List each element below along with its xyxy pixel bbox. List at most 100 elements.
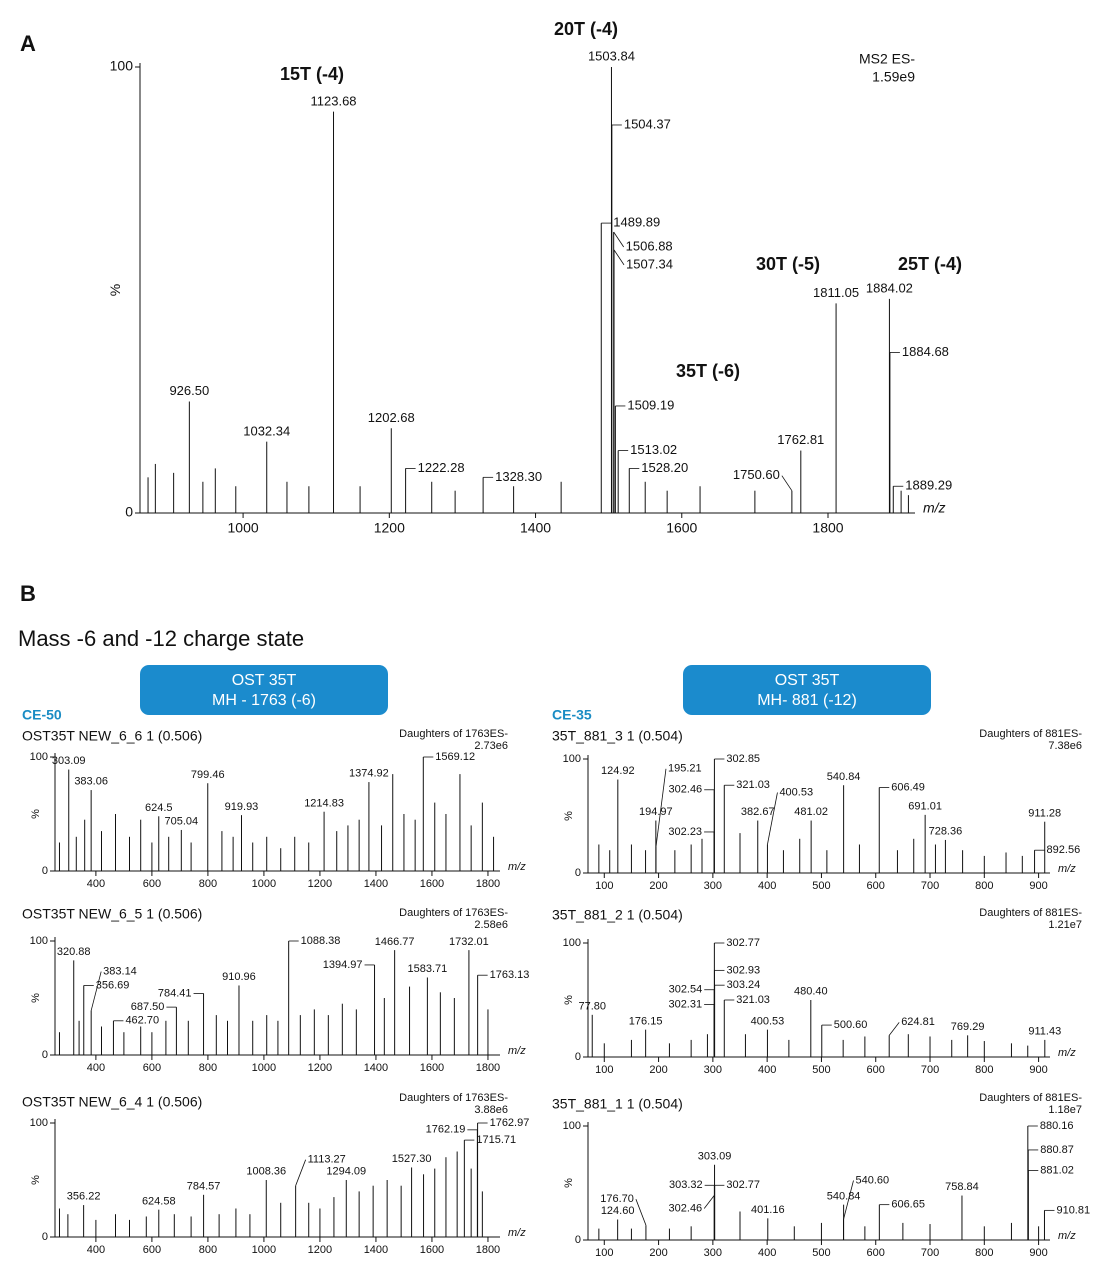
peak-label: 462.70: [125, 1015, 159, 1027]
peak-label: 302.93: [726, 964, 760, 976]
peak-label: 195.21: [668, 763, 702, 775]
leader-line: [635, 1199, 647, 1226]
y-tick-label: 0: [575, 1234, 581, 1246]
spectrum-info: 7.38e6: [1048, 740, 1082, 752]
peak-label: 320.88: [57, 946, 91, 958]
y-tick-label: 100: [563, 1120, 581, 1132]
spectrum-info: Daughters of 881ES-: [979, 1092, 1082, 1104]
peak-label: 881.02: [1040, 1164, 1074, 1176]
peak-label: 400.53: [751, 1015, 785, 1027]
spectrum-info: Daughters of 1763ES-: [399, 728, 508, 740]
peak-label: 302.46: [669, 1202, 703, 1214]
x-axis-label: m/z: [508, 1227, 526, 1239]
x-tick-label: 1400: [364, 878, 388, 890]
peak-label: 606.65: [891, 1199, 925, 1211]
peak-label: 540.84: [827, 1190, 861, 1202]
peak-label: 383.06: [74, 776, 108, 788]
group-header: MH - 1763 (-6): [212, 692, 316, 709]
group-header-box: [140, 665, 388, 715]
peak-label: 302.54: [669, 984, 703, 996]
peak-label: 784.57: [187, 1180, 221, 1192]
peak-label: 1466.77: [375, 936, 415, 948]
y-tick-label: 0: [42, 1049, 48, 1061]
peak-label: 1222.28: [418, 460, 465, 475]
spectrum-title: 35T_881_3 1 (0.504): [552, 728, 683, 744]
peak-label: 892.56: [1047, 844, 1081, 856]
x-tick-label: 900: [1029, 880, 1047, 892]
spectrum-title: 35T_881_1 1 (0.504): [552, 1096, 683, 1112]
x-tick-label: 400: [87, 1062, 105, 1074]
spectrum-info: 2.58e6: [474, 919, 508, 931]
peak-label: 1489.89: [613, 215, 660, 230]
x-tick-label: 1800: [476, 1062, 500, 1074]
peak-label: 1811.05: [813, 285, 859, 300]
x-tick-label: 1200: [308, 878, 332, 890]
y-tick-label: 0: [575, 867, 581, 879]
x-tick-label: 800: [199, 1244, 217, 1256]
peak-label: 540.84: [827, 771, 861, 783]
peak-label: 303.32: [669, 1179, 703, 1191]
peak-label: 1732.01: [449, 936, 489, 948]
spectrum-title: 35T_881_2 1 (0.504): [552, 907, 683, 923]
x-tick-label: 600: [867, 880, 885, 892]
group-header: OST 35T: [775, 672, 840, 689]
peak-label: 302.85: [726, 753, 760, 765]
y-axis-label: %: [30, 993, 42, 1003]
peak-label: 1763.13: [490, 969, 530, 981]
condition-label: CE-50: [22, 707, 62, 723]
peak-label: 910.81: [1056, 1204, 1090, 1216]
x-tick-label: 1000: [228, 520, 259, 536]
peak-label: 1008.36: [246, 1166, 286, 1178]
x-tick-label: 1200: [308, 1244, 332, 1256]
peak-annotation: 35T (-6): [676, 361, 740, 381]
peak-label: 624.81: [901, 1016, 935, 1028]
x-axis-label: m/z: [1058, 1047, 1076, 1059]
peak-label: 1294.09: [326, 1166, 366, 1178]
peak-label: 321.03: [736, 779, 770, 791]
x-tick-label: 600: [143, 1062, 161, 1074]
peak-label: 356.22: [67, 1191, 101, 1203]
peak-label: 500.60: [834, 1019, 868, 1031]
y-tick-label: 100: [110, 58, 134, 74]
spectrum-title: OST35T NEW_6_6 1 (0.506): [22, 728, 202, 744]
peak-label: 1503.84: [588, 49, 635, 64]
x-tick-label: 400: [87, 878, 105, 890]
peak-label: 321.03: [736, 994, 770, 1006]
x-tick-label: 900: [1029, 1247, 1047, 1259]
peak-label: 1527.30: [392, 1153, 432, 1165]
peak-label: 176.70: [600, 1193, 634, 1205]
peak-label: 1583.71: [408, 963, 448, 975]
y-tick-label: 0: [125, 504, 133, 520]
peak-annotation: 30T (-5): [756, 254, 820, 274]
group-header: OST 35T: [232, 672, 297, 689]
peak-label: 880.87: [1040, 1144, 1074, 1156]
x-tick-label: 100: [595, 880, 613, 892]
x-tick-label: 1600: [420, 1244, 444, 1256]
peak-label: 687.50: [131, 1001, 165, 1013]
leader-line: [655, 768, 667, 847]
peak-label: 1394.97: [323, 959, 363, 971]
y-tick-label: 100: [30, 1117, 48, 1129]
y-tick-label: 100: [30, 751, 48, 763]
peak-annotation: 15T (-4): [280, 64, 344, 84]
spectrum-info: Daughters of 881ES-: [979, 728, 1082, 740]
panel-label: B: [20, 581, 36, 606]
peak-label: 880.16: [1040, 1120, 1074, 1132]
x-tick-label: 900: [1029, 1064, 1047, 1076]
x-tick-label: 1600: [666, 520, 697, 536]
y-tick-label: 0: [42, 1231, 48, 1243]
peak-label: 302.46: [669, 784, 703, 796]
x-tick-label: 600: [143, 1244, 161, 1256]
peak-label: 1762.81: [777, 432, 824, 447]
peak-label: 480.40: [794, 986, 828, 998]
x-tick-label: 800: [199, 878, 217, 890]
peak-label: 926.50: [169, 383, 209, 398]
peak-label: 1214.83: [304, 797, 344, 809]
leader-line: [90, 971, 102, 1011]
spectrum-info: 3.88e6: [474, 1104, 508, 1116]
y-tick-label: 0: [42, 865, 48, 877]
x-tick-label: 100: [595, 1064, 613, 1076]
y-axis-label: %: [563, 811, 575, 821]
leader-line: [888, 1022, 900, 1036]
